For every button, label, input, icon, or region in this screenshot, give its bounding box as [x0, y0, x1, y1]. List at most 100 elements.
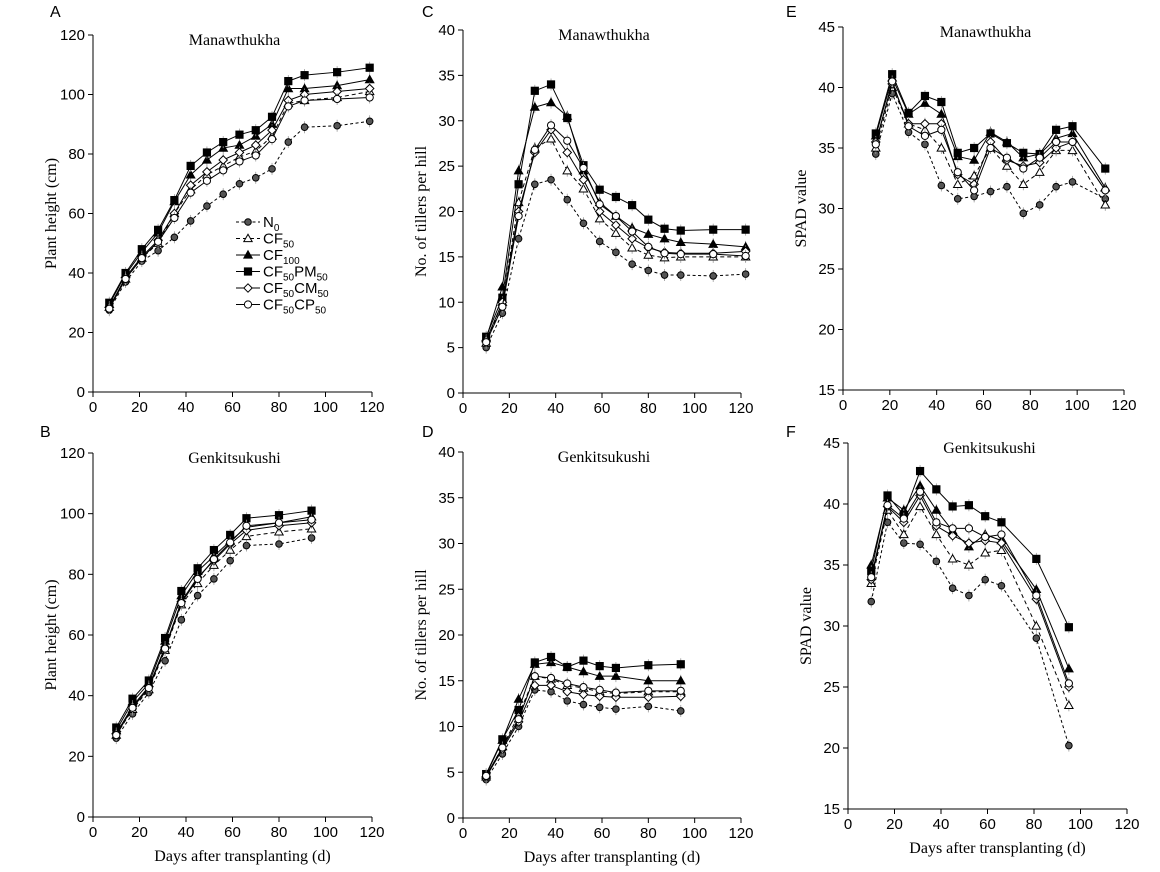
data-point	[644, 686, 653, 695]
data-point	[595, 685, 604, 695]
data-point	[937, 125, 946, 134]
data-point	[644, 702, 653, 711]
series-line	[115, 528, 312, 736]
data-point	[1051, 143, 1061, 153]
series-cf50	[866, 500, 1074, 712]
data-point	[1019, 209, 1028, 218]
panel-title: Manawthukha	[940, 24, 1032, 41]
y-tick-label: 40	[818, 80, 835, 97]
data-point	[1051, 137, 1061, 147]
y-tick-label: 20	[68, 325, 85, 342]
data-point	[546, 80, 556, 89]
x-tick-label: 100	[313, 399, 338, 416]
series-cf50cp50	[871, 75, 1110, 197]
data-point	[952, 179, 963, 188]
x-tick-label: 60	[979, 816, 996, 833]
data-point	[916, 540, 924, 549]
y-tick-label: 25	[823, 679, 840, 696]
legend-marker	[243, 300, 253, 309]
data-point	[948, 584, 957, 592]
x-tick-label: 120	[1111, 397, 1136, 414]
x-tick-label: 80	[271, 399, 288, 416]
y-tick-label: 0	[447, 810, 455, 827]
y-tick-label: 35	[438, 490, 455, 507]
data-point	[226, 556, 234, 565]
data-point	[300, 123, 309, 132]
series-cf50cp50	[482, 119, 750, 349]
y-tick-label: 40	[823, 496, 840, 513]
data-point	[963, 559, 974, 569]
data-point	[627, 242, 638, 252]
y-tick-label: 100	[60, 506, 85, 523]
data-point	[546, 673, 556, 683]
data-point	[546, 121, 556, 130]
series-cf50cp50	[867, 485, 1073, 690]
series-line	[485, 138, 746, 344]
panel-title: Manawthukha	[189, 32, 281, 49]
legend-marker	[243, 267, 253, 276]
y-tick-label: 40	[438, 22, 455, 39]
data-point	[643, 675, 654, 685]
y-tick-label: 120	[60, 445, 85, 462]
data-point	[644, 215, 653, 224]
y-tick-label: 5	[447, 764, 455, 781]
y-tick-label: 20	[818, 322, 835, 339]
series-cf50pm50	[112, 504, 316, 734]
data-point	[578, 689, 589, 700]
data-point	[579, 683, 588, 692]
data-point	[513, 693, 524, 703]
data-point	[610, 220, 621, 231]
data-point	[307, 506, 316, 515]
x-tick-label: 60	[594, 825, 611, 842]
series-line	[108, 120, 370, 311]
data-point	[235, 179, 244, 188]
data-point	[562, 165, 573, 175]
panel-letter: E	[786, 4, 797, 21]
data-point	[898, 529, 909, 539]
panel-letter: A	[50, 4, 61, 21]
data-point	[170, 233, 179, 242]
data-point	[595, 703, 604, 712]
x-tick-label: 60	[224, 399, 241, 416]
data-point	[530, 145, 539, 154]
data-point	[612, 248, 620, 257]
data-point	[676, 707, 685, 715]
data-point	[1068, 137, 1077, 147]
x-tick-label: 60	[594, 400, 611, 417]
data-point	[160, 644, 170, 653]
x-tick-label: 120	[359, 399, 384, 416]
data-point	[284, 138, 293, 146]
data-point	[920, 91, 930, 101]
x-tick-label: 0	[839, 397, 847, 414]
data-point	[209, 555, 218, 564]
data-point	[888, 77, 897, 86]
legend-marker	[242, 249, 254, 259]
data-point	[128, 703, 137, 712]
data-point	[177, 586, 186, 596]
panel-title: Genkitsukushi	[943, 440, 1036, 457]
data-point	[193, 591, 202, 600]
data-point	[333, 94, 342, 104]
data-point	[627, 233, 638, 244]
x-tick-label: 80	[271, 824, 288, 841]
data-point	[579, 700, 588, 709]
chart-panel-b: 0 20 40 60 80 100 120 0 20 40 60 80 100 120 B Genkitsuk…	[40, 424, 385, 865]
data-point	[675, 675, 686, 685]
data-point	[365, 117, 374, 126]
legend-marker	[244, 218, 252, 226]
data-point	[498, 302, 507, 311]
x-tick-label: 120	[1114, 816, 1139, 833]
data-point	[274, 518, 284, 527]
x-axis-label: Days after transplanting (d)	[909, 840, 1085, 857]
data-point	[676, 660, 685, 669]
data-point	[300, 71, 309, 80]
data-point	[936, 142, 947, 152]
y-tick-label: 35	[823, 557, 840, 574]
data-point	[644, 242, 653, 251]
data-point	[529, 101, 540, 111]
data-point	[1018, 179, 1029, 188]
data-point	[595, 237, 604, 246]
series-cf50	[104, 85, 375, 314]
x-tick-label: 80	[1022, 397, 1039, 414]
y-tick-label: 10	[438, 719, 455, 736]
